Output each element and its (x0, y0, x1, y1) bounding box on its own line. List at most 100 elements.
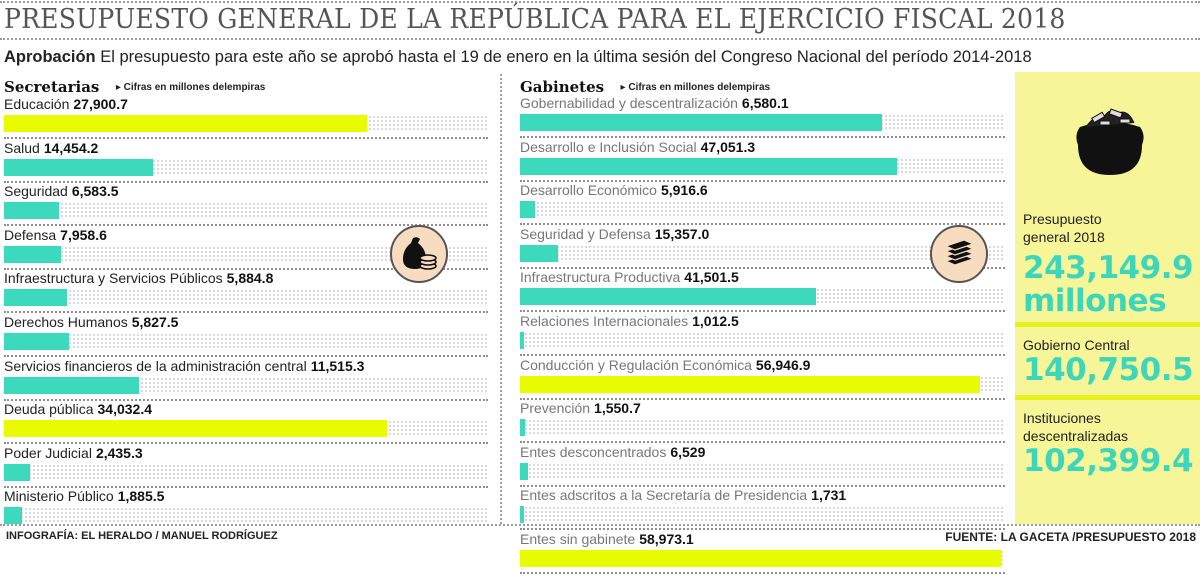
category-value: 5,916.6 (660, 182, 708, 199)
row-divider (520, 310, 1005, 313)
bar (4, 463, 30, 481)
category-value: 1,550.7 (594, 400, 641, 417)
money-bag-coins-icon (390, 225, 448, 283)
row-divider (520, 441, 1005, 444)
category-value: 7,958.6 (60, 226, 107, 243)
bar-row: Defensa 7,958.6 (4, 227, 488, 271)
row-divider (4, 485, 488, 488)
bar-track (520, 332, 1005, 349)
panel-divider (500, 74, 502, 524)
category-name: Deuda pública (4, 401, 94, 418)
bar-label: Relaciones Internacionales 1,012.5 (520, 313, 739, 330)
bar-track (520, 506, 1005, 524)
category-name: Salud (4, 139, 40, 156)
category-value: 6,529 (670, 443, 706, 460)
bar-track (520, 201, 1005, 219)
category-value: 1,012.5 (692, 313, 739, 329)
bar-row: Prevención 1,550.7 (520, 400, 1005, 444)
category-value: 27,900.7 (73, 96, 128, 112)
bar-row: Derechos Humanos 5,827.5 (4, 314, 488, 358)
top-rule (0, 1, 1200, 3)
bar-row: Ministerio Público 1,885.5 (4, 488, 488, 532)
bar (4, 158, 153, 176)
bar-track (4, 333, 488, 350)
bar (4, 420, 387, 438)
bar-track (520, 419, 1005, 437)
row-divider (4, 137, 488, 139)
bar-label: Desarrollo e Inclusión Social 47,051.3 (520, 139, 755, 156)
bar (520, 550, 1001, 567)
category-name: Infraestructura y Servicios Públicos (4, 270, 223, 287)
bar-row: Gobernabilidad y descentralización 6,580.… (520, 95, 1005, 139)
decentral-label-line2: descentralizadas (1023, 428, 1129, 444)
bar-row: Servicios financieros de la administraci… (4, 358, 488, 402)
bar-label: Infraestructura y Servicios Públicos 5,88… (4, 270, 273, 287)
secretarias-title: Secretarias (4, 78, 100, 96)
bar-row: Desarrollo Económico 5,916.6 (520, 182, 1005, 226)
row-divider (4, 442, 488, 445)
decentral-value: 102,399.4 (1023, 443, 1194, 479)
category-name: Educación (4, 96, 70, 112)
category-name: Seguridad y Defensa (520, 225, 651, 242)
bar-row: Educación 27,900.7 (4, 96, 488, 140)
bar (520, 244, 558, 262)
bar-track (4, 289, 488, 307)
bar-label: Ministerio Público 1,885.5 (4, 488, 164, 505)
category-name: Infraestructura Productiva (520, 269, 681, 286)
gabinetes-header: Gabinetes ▸ Cifras en millones delempira… (520, 78, 770, 97)
summary-panel: Presupuesto general 2018 243,149.9 millo… (1015, 72, 1200, 524)
category-name: Ministerio Público (4, 488, 114, 505)
category-name: Seguridad (4, 183, 68, 200)
bar-row: Entes adscritos a la Secretaría de Presi… (520, 487, 1005, 531)
bar-row: Conducción y Regulación Económica 56,946.… (520, 357, 1005, 401)
bar-track (4, 507, 488, 525)
secretarias-header: Secretarias ▸ Cifras en millones delempi… (4, 78, 265, 97)
category-value: 56,946.9 (755, 356, 811, 373)
row-divider (4, 355, 488, 357)
bar (520, 419, 525, 437)
bar (4, 202, 59, 220)
source: FUENTE: LA GACETA /PRESUPUESTO 2018 (945, 530, 1196, 544)
category-name: Desarrollo e Inclusión Social (520, 138, 697, 155)
row-divider (4, 224, 488, 227)
bar-label: Infraestructura Productiva 41,501.5 (520, 269, 739, 286)
bar-label: Derechos Humanos 5,827.5 (4, 314, 178, 331)
bar-label: Desarrollo Económico 5,916.6 (520, 182, 708, 199)
total-value: 243,149.9 (1023, 250, 1194, 286)
bar (520, 288, 816, 306)
category-name: Entes adscritos a la Secretaría de Presi… (520, 487, 808, 504)
bar-label: Deuda pública 34,032.4 (4, 401, 152, 418)
bar-row: Deuda pública 34,032.4 (4, 401, 488, 445)
category-name: Servicios financieros de la administraci… (4, 357, 307, 374)
bar-row: Seguridad y Defensa 15,357.0 (520, 226, 1005, 270)
category-value: 47,051.3 (700, 138, 756, 155)
row-divider (4, 267, 488, 270)
summary-divider-1 (1015, 322, 1200, 327)
category-value: 15,357.0 (654, 225, 710, 242)
bar-track (4, 202, 488, 220)
category-value: 14,454.2 (43, 139, 99, 156)
row-divider (520, 572, 1005, 574)
category-name: Desarrollo Económico (520, 182, 657, 199)
bar-row: Desarrollo e Inclusión Social 47,051.3 (520, 139, 1005, 183)
category-name: Defensa (4, 226, 57, 243)
row-divider (520, 528, 1005, 531)
bar-row: Poder Judicial 2,435.3 (4, 445, 488, 489)
bar-row: Infraestructura y Servicios Públicos 5,88… (4, 270, 488, 314)
bar-label: Poder Judicial 2,435.3 (4, 445, 143, 462)
title-rule (0, 38, 1200, 40)
total-budget-block: Presupuesto general 2018 243,149.9 millo… (1023, 210, 1194, 319)
bar-track (4, 245, 488, 263)
category-value: 34,032.4 (97, 401, 153, 418)
bar (4, 376, 139, 394)
bar-row: Seguridad 6,583.5 (4, 183, 488, 227)
bar (4, 289, 67, 307)
gabinetes-title: Gabinetes (520, 78, 605, 96)
category-name: Relaciones Internacionales (520, 313, 689, 329)
category-name: Derechos Humanos (4, 314, 128, 330)
bar-track (4, 463, 488, 481)
row-divider (520, 484, 1005, 487)
central-label: Gobierno Central (1023, 337, 1130, 353)
summary-divider-2 (1015, 395, 1200, 400)
total-unit: millones (1023, 283, 1167, 319)
